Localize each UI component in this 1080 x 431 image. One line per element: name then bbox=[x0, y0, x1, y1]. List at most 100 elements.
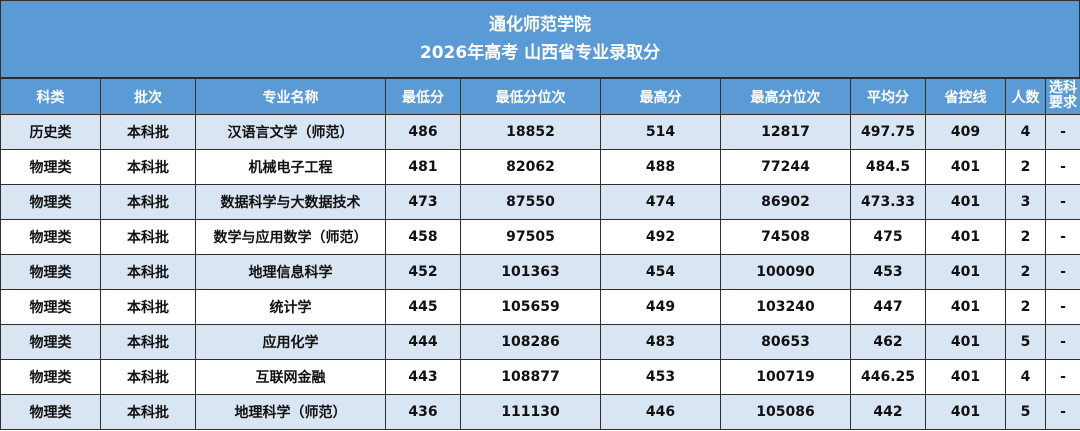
table-row: 物理类 本科批 机械电子工程 481 82062 488 77244 484.5 401 2- bbox=[0, 149, 1080, 185]
cell-max-score: 488 bbox=[600, 149, 721, 185]
table-row: 物理类 本科批 地理科学（师范） 436 111130 446 105086 442 401 5- bbox=[0, 394, 1080, 430]
cell-min-rank: 97505 bbox=[460, 219, 601, 255]
header-subject-req: 选科要求 bbox=[1045, 78, 1080, 115]
cell-min-rank: 108286 bbox=[460, 324, 601, 360]
cell-max-score: 492 bbox=[600, 219, 721, 255]
cell-subject-req: - bbox=[1045, 149, 1080, 185]
cell-category: 物理类 bbox=[0, 394, 101, 430]
cell-max-rank: 103240 bbox=[720, 289, 851, 325]
cell-subject-req: - bbox=[1045, 114, 1080, 150]
cell-major: 互联网金融 bbox=[195, 359, 386, 395]
cell-count: 4 bbox=[1005, 359, 1046, 395]
cell-control-line: 401 bbox=[925, 289, 1006, 325]
cell-min-rank: 18852 bbox=[460, 114, 601, 150]
cell-max-score: 514 bbox=[600, 114, 721, 150]
table-row: 物理类 本科批 数据科学与大数据技术 473 87550 474 86902 473.33 40… bbox=[0, 184, 1080, 220]
cell-subject-req: - bbox=[1045, 289, 1080, 325]
cell-category: 物理类 bbox=[0, 289, 101, 325]
cell-min-score: 481 bbox=[385, 149, 461, 185]
cell-batch: 本科批 bbox=[100, 254, 196, 290]
cell-max-score: 446 bbox=[600, 394, 721, 430]
cell-subject-req: - bbox=[1045, 359, 1080, 395]
cell-avg-score: 484.5 bbox=[850, 149, 926, 185]
cell-max-rank: 100090 bbox=[720, 254, 851, 290]
table-row: 物理类 本科批 数学与应用数学（师范） 458 97505 492 74508 475 401 2… bbox=[0, 219, 1080, 255]
cell-subject-req: - bbox=[1045, 394, 1080, 430]
table-row: 物理类 本科批 地理信息科学 452 101363 454 100090 453 401 2- bbox=[0, 254, 1080, 290]
cell-control-line: 409 bbox=[925, 114, 1006, 150]
cell-batch: 本科批 bbox=[100, 114, 196, 150]
cell-min-rank: 111130 bbox=[460, 394, 601, 430]
cell-subject-req: - bbox=[1045, 324, 1080, 360]
cell-min-score: 473 bbox=[385, 184, 461, 220]
cell-min-score: 436 bbox=[385, 394, 461, 430]
cell-major: 机械电子工程 bbox=[195, 149, 386, 185]
table-row: 历史类 本科批 汉语言文学（师范） 486 18852 514 12817 497.75 409… bbox=[0, 114, 1080, 150]
cell-control-line: 401 bbox=[925, 254, 1006, 290]
header-major: 专业名称 bbox=[195, 78, 386, 115]
cell-category: 物理类 bbox=[0, 254, 101, 290]
cell-batch: 本科批 bbox=[100, 324, 196, 360]
table-row: 物理类 本科批 应用化学 444 108286 483 80653 462 401 5- bbox=[0, 324, 1080, 360]
cell-major: 地理科学（师范） bbox=[195, 394, 386, 430]
cell-max-rank: 80653 bbox=[720, 324, 851, 360]
cell-avg-score: 446.25 bbox=[850, 359, 926, 395]
cell-major: 应用化学 bbox=[195, 324, 386, 360]
cell-max-score: 474 bbox=[600, 184, 721, 220]
cell-max-score: 483 bbox=[600, 324, 721, 360]
cell-max-score: 449 bbox=[600, 289, 721, 325]
cell-major: 数学与应用数学（师范） bbox=[195, 219, 386, 255]
cell-avg-score: 453 bbox=[850, 254, 926, 290]
header-max-rank: 最高分位次 bbox=[720, 78, 851, 115]
header-max-score: 最高分 bbox=[600, 78, 721, 115]
cell-min-rank: 101363 bbox=[460, 254, 601, 290]
cell-min-score: 443 bbox=[385, 359, 461, 395]
admission-table: 科类 批次 专业名称 最低分 最低分位次 最高分 最高分位次 平均分 省控线 人数 选科要求 历史类… bbox=[0, 78, 1080, 430]
cell-category: 物理类 bbox=[0, 324, 101, 360]
cell-batch: 本科批 bbox=[100, 394, 196, 430]
cell-count: 5 bbox=[1005, 324, 1046, 360]
cell-avg-score: 442 bbox=[850, 394, 926, 430]
cell-count: 2 bbox=[1005, 289, 1046, 325]
header-control-line: 省控线 bbox=[925, 78, 1006, 115]
cell-avg-score: 447 bbox=[850, 289, 926, 325]
header-batch: 批次 bbox=[100, 78, 196, 115]
cell-avg-score: 475 bbox=[850, 219, 926, 255]
cell-count: 2 bbox=[1005, 149, 1046, 185]
cell-max-score: 454 bbox=[600, 254, 721, 290]
title-banner: 通化师范学院 2026年高考 山西省专业录取分 bbox=[0, 0, 1080, 78]
cell-min-rank: 108877 bbox=[460, 359, 601, 395]
cell-count: 2 bbox=[1005, 219, 1046, 255]
cell-max-rank: 100719 bbox=[720, 359, 851, 395]
header-min-rank: 最低分位次 bbox=[460, 78, 601, 115]
cell-batch: 本科批 bbox=[100, 289, 196, 325]
cell-control-line: 401 bbox=[925, 219, 1006, 255]
cell-control-line: 401 bbox=[925, 394, 1006, 430]
cell-subject-req: - bbox=[1045, 184, 1080, 220]
cell-max-rank: 74508 bbox=[720, 219, 851, 255]
cell-avg-score: 473.33 bbox=[850, 184, 926, 220]
cell-control-line: 401 bbox=[925, 359, 1006, 395]
header-category: 科类 bbox=[0, 78, 101, 115]
cell-max-rank: 86902 bbox=[720, 184, 851, 220]
cell-min-rank: 87550 bbox=[460, 184, 601, 220]
cell-min-score: 452 bbox=[385, 254, 461, 290]
cell-min-score: 486 bbox=[385, 114, 461, 150]
cell-avg-score: 462 bbox=[850, 324, 926, 360]
cell-max-rank: 77244 bbox=[720, 149, 851, 185]
cell-batch: 本科批 bbox=[100, 149, 196, 185]
cell-count: 3 bbox=[1005, 184, 1046, 220]
cell-min-score: 445 bbox=[385, 289, 461, 325]
table-row: 物理类 本科批 统计学 445 105659 449 103240 447 401 2- bbox=[0, 289, 1080, 325]
cell-subject-req: - bbox=[1045, 219, 1080, 255]
cell-category: 物理类 bbox=[0, 219, 101, 255]
cell-min-score: 458 bbox=[385, 219, 461, 255]
cell-batch: 本科批 bbox=[100, 359, 196, 395]
cell-category: 历史类 bbox=[0, 114, 101, 150]
cell-control-line: 401 bbox=[925, 184, 1006, 220]
cell-category: 物理类 bbox=[0, 184, 101, 220]
table-row: 物理类 本科批 互联网金融 443 108877 453 100719 446.25 401 4- bbox=[0, 359, 1080, 395]
cell-major: 地理信息科学 bbox=[195, 254, 386, 290]
cell-major: 汉语言文学（师范） bbox=[195, 114, 386, 150]
